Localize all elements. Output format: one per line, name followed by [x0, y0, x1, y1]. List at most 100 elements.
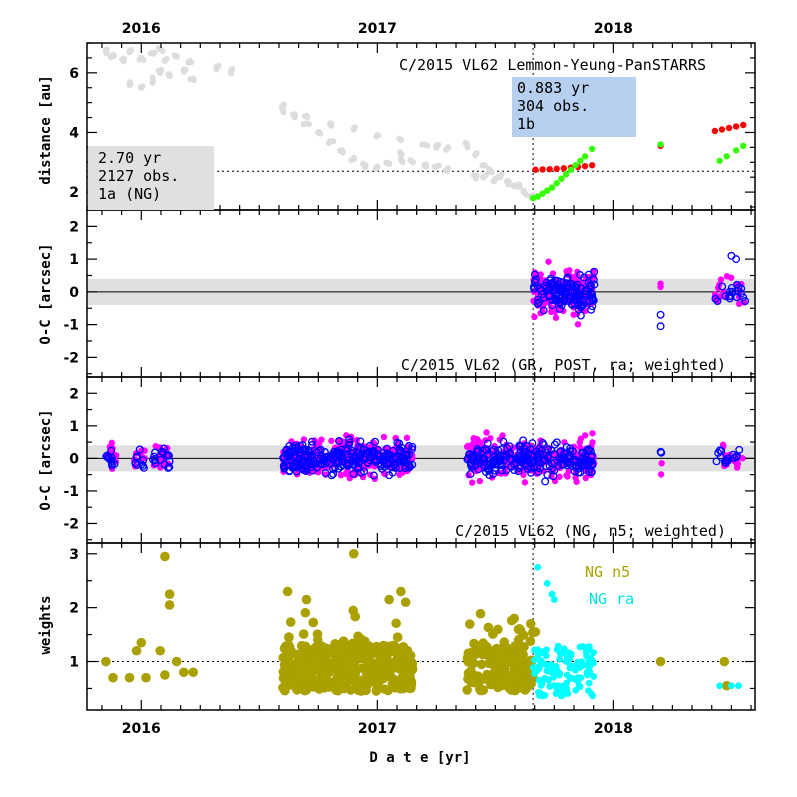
distance-point-gray — [172, 53, 179, 60]
distance-point-red — [725, 124, 733, 132]
oc-point-blue — [505, 442, 514, 451]
distance-point-gray — [481, 162, 488, 169]
oc-point-blue — [369, 471, 378, 480]
oc-point-blue — [291, 441, 299, 450]
weight-point-cyan — [536, 692, 543, 699]
weight-point-olive — [396, 586, 406, 597]
oc-point-blue — [552, 290, 561, 299]
oc-point-blue — [110, 460, 119, 468]
weight-point-olive — [155, 645, 165, 656]
weight-point-olive — [350, 611, 361, 622]
oc-point-blue — [540, 293, 549, 302]
weight-point-olive — [164, 600, 175, 610]
oc-point-blue — [350, 451, 359, 460]
box-right-line3: 1b — [517, 115, 535, 133]
oc-point-blue — [555, 304, 564, 313]
oc-point-blue — [587, 468, 596, 477]
oc-point-blue — [329, 465, 338, 473]
x-axis-label: D a t e [yr] — [369, 750, 470, 766]
distance-point-gray — [330, 138, 337, 145]
distance-point-green — [716, 157, 723, 164]
oc-point-magenta — [548, 304, 555, 311]
weight-point-olive — [366, 658, 376, 668]
oc-point-blue — [516, 443, 525, 451]
weight-point-olive — [400, 597, 411, 608]
distance-point-gray — [280, 109, 287, 116]
oc-point-magenta — [359, 473, 367, 481]
weight-point-olive — [178, 667, 189, 678]
distance-point-red — [588, 162, 596, 169]
oc-point-blue — [548, 296, 557, 305]
panel3-y-label: O-C [arcsec] — [38, 409, 54, 510]
x-tick-label-bottom: 2017 — [358, 721, 397, 737]
weight-point-olive — [312, 629, 323, 639]
oc-point-blue — [399, 456, 408, 465]
weight-point-olive — [515, 663, 525, 673]
oc-point-blue — [585, 297, 594, 306]
oc-point-magenta — [328, 437, 335, 445]
oc-point-blue — [139, 456, 148, 465]
distance-point-red — [711, 127, 719, 135]
oc-point-blue — [712, 457, 721, 466]
oc-point-blue — [725, 287, 734, 296]
oc-point-blue — [732, 451, 741, 460]
oc-point-magenta — [468, 479, 476, 486]
oc-point-blue — [562, 296, 571, 305]
oc-point-blue — [353, 464, 362, 473]
oc-point-magenta — [739, 455, 746, 462]
y-tick-label-oc_post: -1 — [63, 318, 79, 334]
distance-point-gray — [442, 146, 449, 153]
box-left-line3: 1a (NG) — [98, 185, 161, 203]
weight-point-olive — [136, 637, 147, 648]
oc-point-blue — [391, 464, 400, 472]
weight-point-cyan — [543, 667, 551, 675]
distance-point-gray — [289, 111, 296, 118]
oc-point-blue — [585, 446, 594, 454]
weight-point-olive — [308, 617, 319, 628]
weight-point-cyan — [543, 580, 551, 587]
distance-point-green — [562, 171, 570, 178]
weight-point-olive — [356, 686, 367, 696]
distance-point-gray — [120, 55, 127, 62]
oc-point-blue — [316, 445, 325, 454]
oc-point-blue — [289, 460, 298, 469]
y-tick-label-distance: 4 — [69, 125, 79, 141]
x-tick-label-bottom: 2016 — [122, 721, 161, 737]
oc-point-blue — [372, 458, 380, 467]
weight-point-olive — [298, 629, 309, 639]
oc-point-blue — [468, 456, 476, 464]
oc-point-blue — [537, 446, 546, 455]
oc-point-blue — [560, 449, 569, 458]
y-tick-label-distance: 2 — [69, 185, 79, 201]
distance-point-gray — [137, 84, 144, 91]
y-tick-label-weights: 2 — [69, 601, 79, 617]
distance-point-gray — [398, 151, 405, 158]
oc-point-blue — [300, 445, 309, 454]
distance-point-gray — [317, 130, 324, 137]
oc-point-blue — [587, 305, 596, 314]
box-left-line2: 2127 obs. — [98, 167, 179, 185]
distance-point-gray — [372, 165, 379, 172]
oc-point-blue — [139, 461, 147, 470]
oc-point-blue — [533, 299, 542, 308]
weight-point-olive — [499, 637, 510, 647]
oc-point-blue — [721, 459, 730, 467]
weight-point-olive — [509, 613, 520, 624]
weight-point-olive — [343, 666, 354, 676]
weight-point-olive — [361, 646, 371, 657]
weight-point-olive — [160, 551, 170, 562]
oc-point-blue — [556, 286, 565, 295]
oc-point-blue — [589, 275, 598, 284]
oc-point-blue — [582, 287, 591, 296]
oc-point-blue — [283, 450, 292, 459]
oc-point-blue — [329, 470, 338, 478]
weight-point-olive — [356, 634, 366, 644]
distance-point-red — [732, 123, 740, 130]
distance-point-green — [588, 145, 596, 153]
oc-point-blue — [288, 446, 297, 455]
oc-point-blue — [133, 460, 142, 469]
oc-point-blue — [345, 435, 354, 444]
oc-point-blue — [335, 457, 344, 466]
oc-point-blue — [356, 437, 365, 446]
legend-ng-n5: NG n5 — [585, 563, 630, 581]
